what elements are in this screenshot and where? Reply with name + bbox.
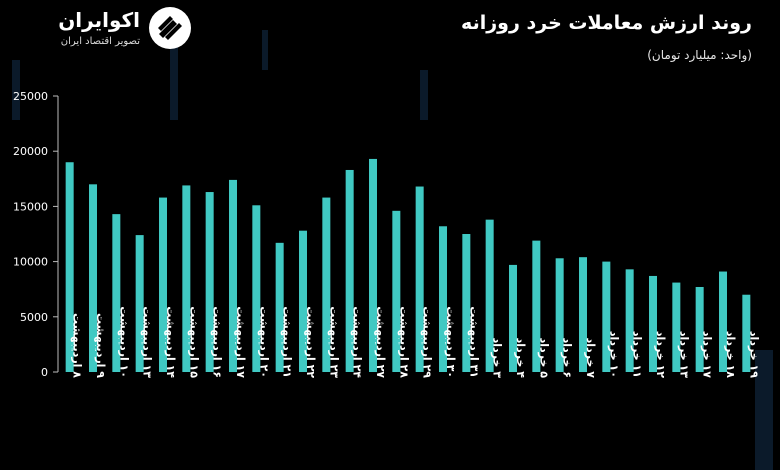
bar [742, 294, 751, 372]
background-streak [262, 30, 268, 70]
bar [602, 261, 611, 372]
x-tick-label: ۸ اردیبهشت [71, 313, 84, 378]
y-tick-label: 20000 [13, 145, 48, 158]
x-tick-label: ۲۲ اردیبهشت [304, 306, 317, 378]
x-tick-label: ۱۶ اردیبهشت [211, 306, 224, 378]
bar [579, 257, 587, 372]
x-tick-label: ۳۰ اردیبهشت [444, 306, 457, 378]
bar [649, 275, 657, 372]
x-tick-label: ۱۹ خرداد [747, 331, 760, 378]
x-tick-label: ۱۷ خرداد [701, 331, 714, 378]
bar [555, 258, 564, 372]
x-tick-label: ۶ خرداد [561, 338, 574, 378]
y-tick-label: 10000 [13, 256, 48, 269]
chart-title: روند ارزش معاملات خرد روزانه [461, 12, 752, 34]
bar [485, 219, 494, 372]
bar [322, 197, 331, 372]
x-tick-label: ۱۵ اردیبهشت [187, 306, 200, 378]
x-tick-label: ۱۷ اردیبهشت [234, 306, 247, 378]
bar [135, 235, 144, 372]
y-tick-label: 5000 [20, 311, 48, 324]
x-tick-label: ۷ خرداد [584, 338, 597, 379]
x-tick-label: ۱۳ خرداد [677, 331, 690, 378]
bar [415, 186, 424, 372]
brand-logo: اکوایران تصویر اقتصاد ایران [28, 6, 198, 52]
chart-unit: (واحد: میلیارد تومان) [647, 48, 752, 62]
x-tick-label: ۳۱ اردیبهشت [467, 306, 480, 378]
bar [439, 226, 447, 372]
bar [719, 271, 727, 372]
x-tick-label: ۲۳ اردیبهشت [327, 306, 340, 378]
x-tick-label: ۱۰ اردیبهشت [117, 306, 130, 378]
x-tick-label: ۲۸ اردیبهشت [397, 306, 410, 378]
x-tick-label: ۲۹ اردیبهشت [421, 306, 434, 378]
bar [65, 162, 74, 372]
background-streak [12, 60, 20, 120]
x-tick-label: ۱۲ خرداد [654, 331, 667, 378]
background-streak [420, 70, 428, 120]
x-tick-label: ۱۴ اردیبهشت [164, 306, 177, 378]
brand-name: اکوایران [58, 8, 140, 32]
bar [532, 240, 541, 372]
bar [462, 234, 471, 372]
bar [345, 169, 354, 372]
background-streak [170, 40, 178, 120]
brand-tagline: تصویر اقتصاد ایران [60, 36, 140, 47]
x-tick-label: ۱۳ اردیبهشت [141, 306, 154, 378]
x-tick-label: ۱۱ خرداد [631, 331, 644, 378]
x-tick-label: ۱۸ خرداد [724, 331, 737, 378]
bar [112, 214, 121, 372]
bar [205, 192, 214, 372]
x-tick-label: ۹ اردیبهشت [94, 313, 107, 378]
ecoiran-logo-icon [149, 7, 191, 49]
bar [509, 264, 517, 372]
bar [252, 205, 261, 372]
x-tick-label: ۱۰ خرداد [607, 331, 620, 378]
bar [159, 197, 167, 372]
x-tick-label: ۳ خرداد [491, 338, 504, 379]
background-streak [755, 350, 773, 470]
bar [392, 210, 401, 372]
y-tick-label: 15000 [13, 200, 48, 213]
bar [89, 184, 97, 372]
x-tick-label: ۲۴ اردیبهشت [351, 306, 364, 378]
bar [672, 282, 681, 372]
bar [369, 158, 377, 372]
bar [625, 269, 634, 372]
bar [275, 242, 284, 372]
x-tick-label: ۲۱ اردیبهشت [281, 306, 294, 378]
bar [182, 185, 191, 372]
y-tick-label: 0 [41, 366, 48, 379]
bar [695, 286, 704, 372]
x-tick-label: ۴ خرداد [514, 338, 527, 379]
x-tick-label: ۲۰ اردیبهشت [257, 306, 270, 378]
y-tick-label: 25000 [13, 90, 48, 103]
bar [299, 230, 307, 372]
x-tick-label: ۵ خرداد [537, 338, 550, 379]
x-tick-label: ۲۷ اردیبهشت [374, 306, 387, 378]
bar [229, 179, 237, 372]
